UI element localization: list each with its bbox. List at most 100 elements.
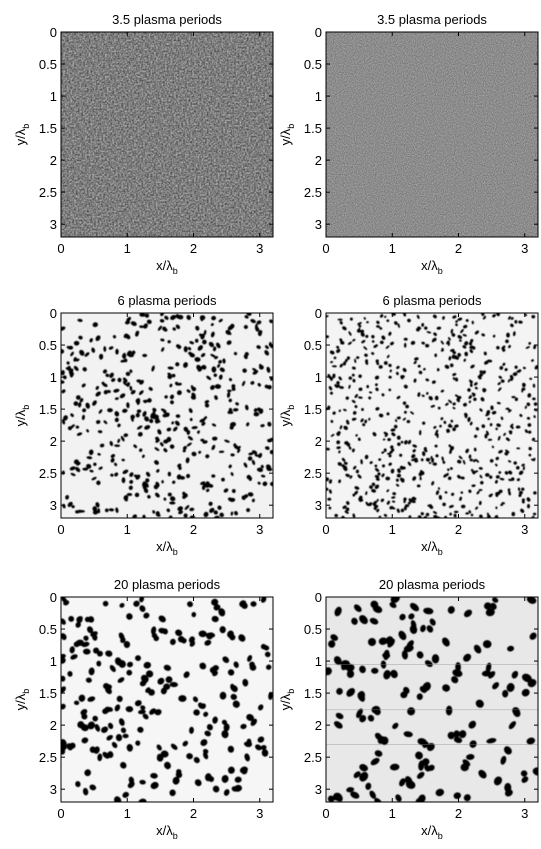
filament xyxy=(378,365,383,369)
filament xyxy=(482,388,486,393)
filament xyxy=(169,638,176,646)
filament xyxy=(178,466,182,470)
filament xyxy=(528,446,532,451)
filament xyxy=(184,505,190,510)
filament xyxy=(122,408,128,413)
y-tick-label: 1.5 xyxy=(39,121,57,136)
filament xyxy=(171,373,176,378)
filament xyxy=(433,332,437,336)
filament xyxy=(229,323,235,329)
filament xyxy=(484,433,488,439)
filament xyxy=(353,771,361,779)
filament xyxy=(413,378,417,383)
filament xyxy=(341,457,346,462)
filament xyxy=(357,437,361,442)
filament xyxy=(192,696,199,703)
filament xyxy=(348,331,352,336)
filament xyxy=(452,315,457,319)
filament xyxy=(358,374,362,378)
filament xyxy=(164,761,171,770)
filament xyxy=(372,432,377,437)
filament xyxy=(474,458,480,463)
filament xyxy=(380,498,385,503)
filament xyxy=(433,337,437,342)
filament xyxy=(120,435,125,442)
filament xyxy=(211,315,217,321)
filament xyxy=(166,508,171,513)
filament xyxy=(176,769,182,775)
filament xyxy=(510,323,514,328)
filament xyxy=(269,376,273,381)
filament xyxy=(191,451,197,457)
filament xyxy=(267,421,272,427)
filament xyxy=(344,510,349,514)
filament xyxy=(443,473,448,478)
filament xyxy=(142,481,146,487)
filament xyxy=(489,459,494,463)
x-tick-label: 2 xyxy=(190,522,197,537)
filament xyxy=(175,362,180,367)
filament xyxy=(434,444,438,448)
filament xyxy=(178,510,184,515)
filament xyxy=(485,413,490,417)
x-tick-label: 3 xyxy=(521,241,528,256)
filament xyxy=(464,341,469,346)
filament xyxy=(431,481,435,486)
filament xyxy=(465,448,470,454)
filament xyxy=(454,377,459,382)
filament xyxy=(348,446,352,450)
filament xyxy=(115,733,123,742)
filament xyxy=(516,478,520,482)
filament xyxy=(450,467,453,470)
filament xyxy=(440,417,444,421)
filament xyxy=(94,724,101,732)
filament xyxy=(211,598,219,606)
filament xyxy=(396,473,401,478)
filament xyxy=(415,751,423,760)
filament xyxy=(204,639,212,646)
filament xyxy=(256,467,264,473)
filament xyxy=(520,770,528,777)
filament xyxy=(457,335,463,339)
filament xyxy=(381,335,386,340)
filament xyxy=(365,334,369,338)
filament xyxy=(161,480,164,484)
filament xyxy=(167,374,172,380)
filament xyxy=(156,469,160,473)
filament xyxy=(386,500,391,505)
filament xyxy=(244,315,249,319)
filament xyxy=(470,364,475,369)
filament xyxy=(260,745,267,750)
y-tick-label: 1 xyxy=(315,370,322,385)
y-tick-label: 2.5 xyxy=(304,185,322,200)
filament xyxy=(416,771,425,779)
filament xyxy=(233,443,237,447)
filament xyxy=(333,356,337,360)
filament xyxy=(80,709,88,716)
filament xyxy=(442,502,446,507)
filament xyxy=(135,655,141,661)
filament xyxy=(371,340,375,343)
y-tick-label: 1.5 xyxy=(304,402,322,417)
filament xyxy=(188,636,195,644)
filament xyxy=(226,391,231,398)
filament xyxy=(444,491,448,494)
filament xyxy=(154,709,162,716)
y-tick-label: 1.5 xyxy=(39,402,57,417)
filament xyxy=(214,395,218,400)
filament xyxy=(458,339,462,342)
filament xyxy=(231,387,236,391)
filament xyxy=(73,365,79,371)
filament xyxy=(522,384,526,388)
filament xyxy=(89,746,96,753)
filament xyxy=(245,404,249,411)
filament xyxy=(109,372,114,378)
filament xyxy=(521,500,525,504)
filament xyxy=(194,338,199,343)
x-tick-label: 1 xyxy=(389,241,396,256)
filament xyxy=(81,414,85,421)
filament xyxy=(359,764,368,772)
filament xyxy=(521,498,525,502)
filament xyxy=(252,368,257,372)
filament xyxy=(429,618,436,626)
